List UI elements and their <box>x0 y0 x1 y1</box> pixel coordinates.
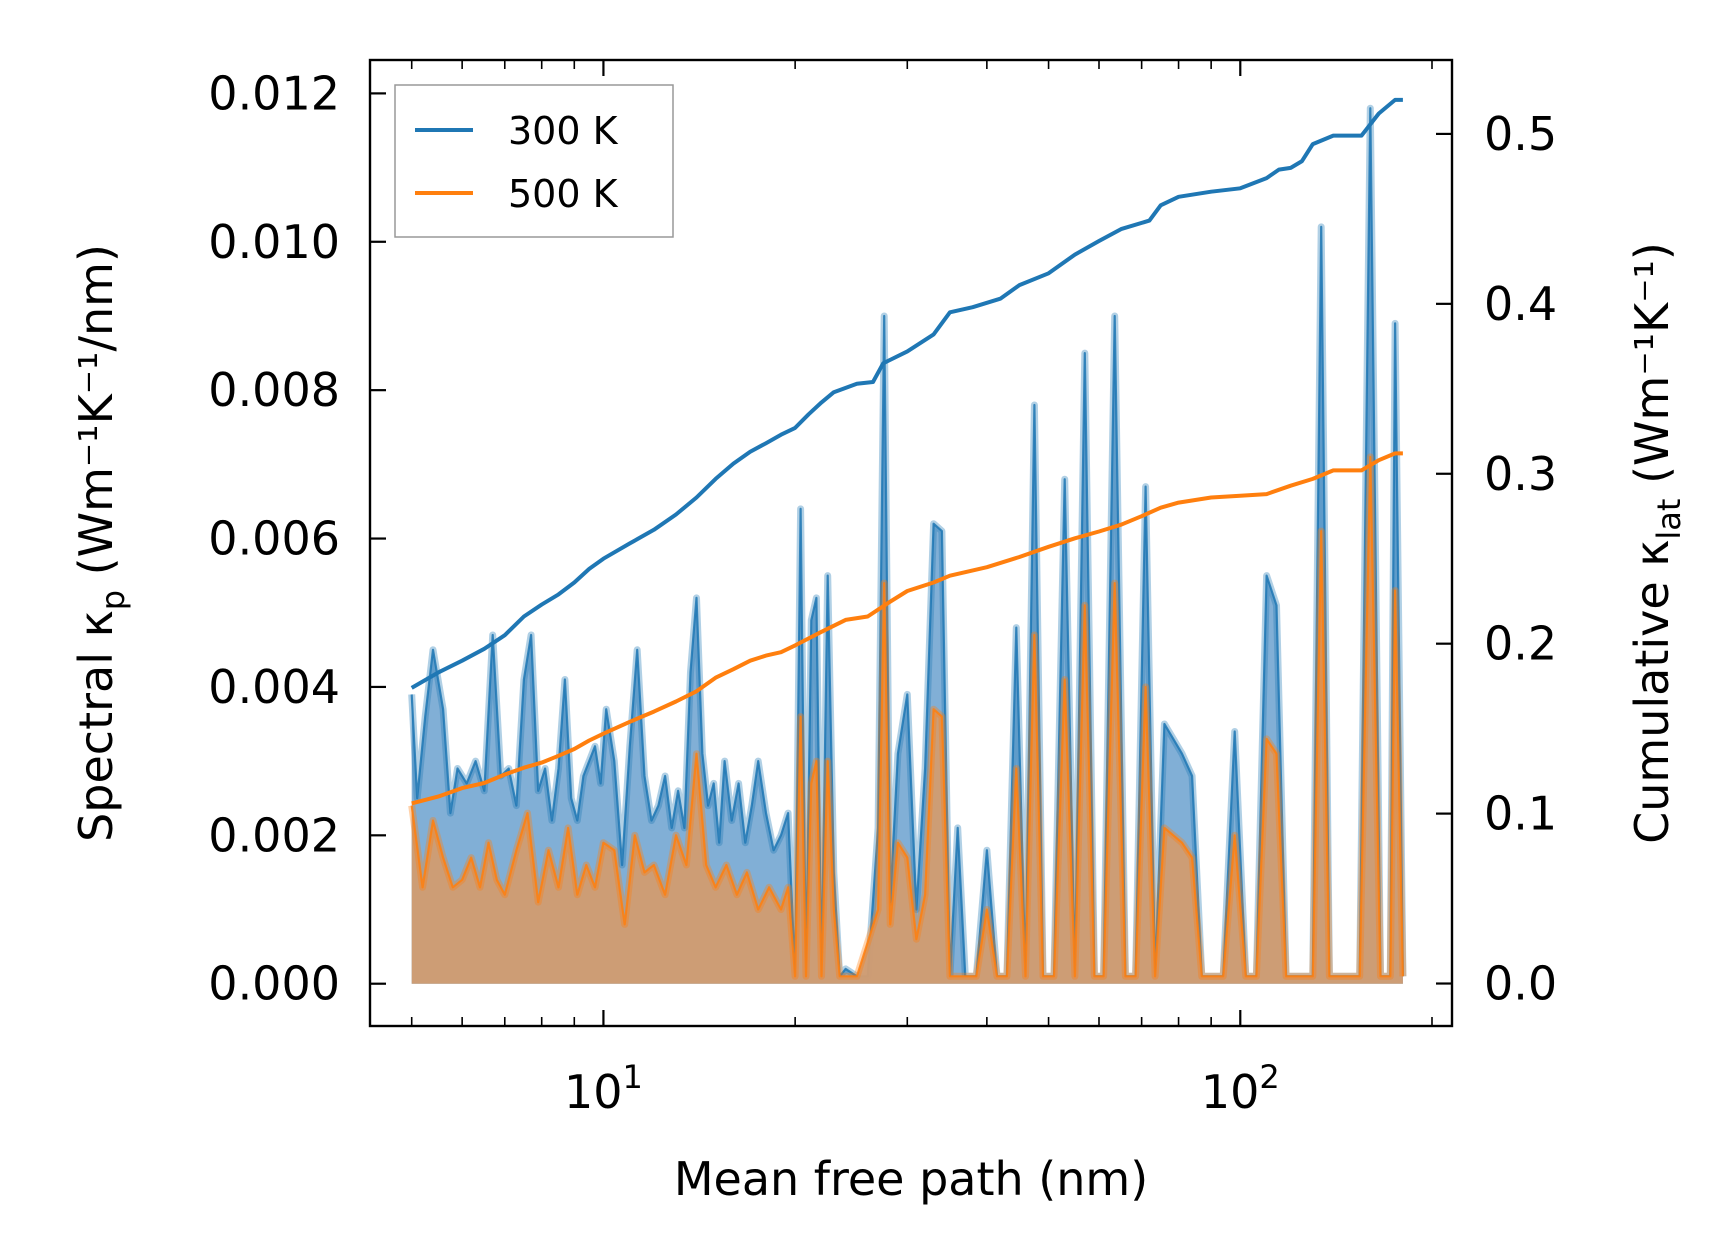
y-tick-label: 0.008 <box>208 363 340 417</box>
cumulative-line-500k <box>411 451 1403 806</box>
spectral-line-500k <box>410 455 1404 978</box>
y2-tick-label: 0.3 <box>1484 447 1557 501</box>
legend-label-300k: 300 K <box>508 109 619 153</box>
x-axis-label: Mean free path (nm) <box>674 1152 1148 1206</box>
y2-axis-label: Cumulative κlat (Wm⁻¹K⁻¹) <box>1625 242 1688 844</box>
legend: 300 K 500 K <box>394 84 674 238</box>
x-tick-label: 102 <box>1201 1058 1280 1119</box>
y-tick-label: 0.012 <box>208 66 340 120</box>
x-tick-label: 101 <box>564 1058 643 1119</box>
cumulative-line-300k <box>410 97 1403 690</box>
y-tick-label: 0.000 <box>208 957 340 1011</box>
y-tick-label: 0.006 <box>208 512 340 566</box>
y-tick-label: 0.010 <box>208 215 340 269</box>
plot-area <box>408 97 1407 984</box>
y2-tick-label: 0.1 <box>1484 787 1557 841</box>
plot-clipped-group <box>408 97 1407 984</box>
legend-label-500k: 500 K <box>508 172 619 216</box>
plot-frame <box>368 58 1454 1028</box>
y2-tick-label: 0.4 <box>1484 277 1557 331</box>
y2-tick-label: 0.2 <box>1484 617 1557 671</box>
axes: 101 102 0.000 0.002 0.004 0.006 0.008 0.010 0.01… <box>208 58 1557 1119</box>
y-tick-label: 0.004 <box>208 660 340 714</box>
y2-tick-label: 0.5 <box>1484 107 1557 161</box>
y-tick-label: 0.002 <box>208 808 340 862</box>
axis-labels: Mean free path (nm) Spectral κp (Wm⁻¹K⁻¹/… <box>69 242 1688 1206</box>
y2-tick-label: 0.0 <box>1484 957 1557 1011</box>
legend-box <box>394 84 674 238</box>
y-axis-label: Spectral κp (Wm⁻¹K⁻¹/nm) <box>69 244 132 842</box>
spectral-fill-500k <box>411 456 1403 984</box>
